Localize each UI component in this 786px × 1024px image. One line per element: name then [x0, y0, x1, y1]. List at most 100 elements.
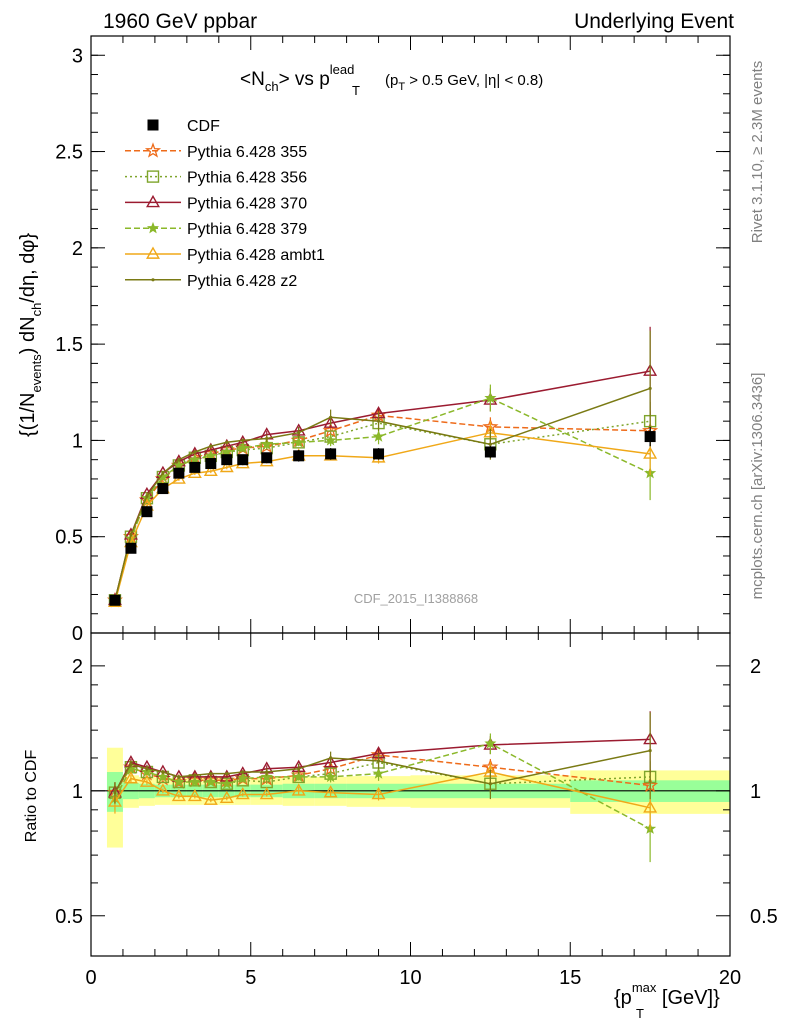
main-y-tick-label: 1: [72, 430, 83, 452]
main-panel: 0 0.5 1 1.5 2 2.5 3 <Nch> vs plead T(pT > 0.5 G…: [17, 35, 731, 645]
legend-label: Pythia 6.428 379: [187, 221, 307, 238]
legend-item: Pythia 6.428 z2: [125, 273, 297, 290]
series-line: [114, 397, 651, 603]
mcplots-label: mcplots.cern.ch [arXiv:1306.3436]: [749, 373, 766, 600]
main-marks: [106, 326, 659, 608]
data-point: [325, 448, 337, 460]
legend-item: Pythia 6.428 ambt1: [125, 246, 325, 264]
x-tick-label: 10: [399, 967, 421, 989]
ratio-point: [241, 770, 245, 774]
main-y-tick-label: 0: [72, 623, 83, 645]
series-cdf: [109, 426, 656, 606]
ratio-point: [225, 772, 229, 776]
ratio-point: [139, 774, 154, 787]
legend-marker: [146, 221, 160, 234]
legend-item: Pythia 6.428 379: [125, 221, 307, 238]
data-point: [237, 454, 249, 466]
ratio-y-label: Ratio to CDF: [23, 750, 40, 843]
ratio-point: [324, 770, 337, 783]
ratio-y-tick-label-right: 0.5: [750, 906, 778, 928]
ratio-y-tick-label-right: 1: [750, 781, 761, 803]
data-point: [129, 533, 133, 537]
data-point: [484, 446, 496, 458]
main-y-tick-label: 0.5: [55, 527, 83, 549]
data-point: [157, 483, 169, 495]
data-point: [161, 471, 165, 475]
legend-marker: [146, 246, 160, 259]
ratio-point: [297, 767, 301, 771]
legend-item: Pythia 6.428 356: [125, 170, 307, 187]
data-point: [329, 415, 333, 419]
ratio-point: [187, 788, 202, 802]
data-point: [219, 459, 234, 473]
data-point: [644, 431, 656, 443]
main-y-tick-label: 2.5: [55, 142, 83, 164]
ratio-y-tick-label: 0.5: [55, 906, 83, 928]
chart-title: <Nch> vs plead T(pT > 0.5 GeV, |η| < 0.8): [240, 62, 543, 98]
ratio-point: [203, 792, 218, 805]
data-point: [145, 494, 149, 498]
ratio-frame: [90, 632, 731, 957]
legend-marker: [146, 170, 160, 183]
ratio-panel: 0.5 0.51 12 20 5 10 15 20 Ratio to CDF {pmax [G…: [23, 632, 778, 1021]
main-y-tick-label: 3: [72, 45, 83, 67]
data-point: [125, 542, 137, 554]
data-point: [177, 458, 181, 462]
ratio-point: [235, 786, 250, 800]
ratio-tick-labels: 0.5 0.51 12 20 5 10 15 20: [55, 656, 778, 989]
ratio-point: [488, 782, 492, 786]
ratio-point: [140, 765, 153, 778]
data-point: [373, 448, 385, 460]
ratio-point: [113, 791, 117, 795]
header-right: Underlying Event: [574, 10, 734, 33]
data-point: [372, 430, 385, 442]
ratio-point: [376, 759, 381, 763]
data-point: [172, 459, 185, 471]
ratio-marks: [106, 711, 659, 863]
data-point: [488, 442, 492, 446]
header-left: 1960 GeV ppbar: [103, 10, 257, 33]
ratio-point: [371, 786, 386, 800]
ratio-point: [204, 775, 217, 788]
data-point: [189, 461, 201, 473]
ratio-point: [329, 756, 333, 760]
data-point: [265, 436, 269, 441]
legend-label: Pythia 6.428 z2: [187, 273, 297, 290]
ratio-point: [219, 790, 234, 804]
ratio-point: [220, 777, 233, 789]
ratio-point: [156, 770, 169, 783]
data-point: [648, 386, 652, 391]
ratio-point: [129, 762, 133, 766]
data-point: [203, 463, 218, 477]
data-point: [241, 438, 245, 443]
main-y-label: {(1/Nevents) dNch/dη, dφ}: [17, 233, 44, 437]
data-point: [141, 506, 153, 518]
data-point: [643, 446, 658, 459]
ratio-point: [172, 775, 185, 788]
ratio-point: [643, 800, 658, 813]
data-point: [204, 449, 217, 461]
data-point: [260, 437, 273, 450]
legend-label: Pythia 6.428 356: [187, 170, 307, 187]
data-point: [209, 444, 213, 448]
legend-marker: [147, 119, 159, 131]
data-point: [156, 470, 169, 483]
legend-label: Pythia 6.428 370: [187, 195, 307, 212]
data-point: [225, 440, 229, 444]
data-point: [205, 458, 217, 470]
legend-item: Pythia 6.428 370: [125, 194, 307, 212]
ratio-point: [124, 762, 137, 774]
main-y-tick-label: 2: [72, 238, 83, 260]
ratio-point: [291, 783, 306, 796]
data-point: [261, 452, 273, 464]
ratio-series-pythia-6-428-379: [108, 733, 657, 863]
x-tick-label: 0: [85, 967, 96, 989]
ratio-point: [484, 737, 497, 749]
data-point: [236, 441, 249, 454]
x-axis-label: {pmax [GeV]} T: [614, 980, 720, 1021]
analysis-id: CDF_2015_I1388868: [354, 591, 478, 606]
ratio-point: [265, 770, 269, 774]
data-point: [293, 450, 305, 462]
legend: CDF Pythia 6.428 355 Pythia 6.428 356 Pythi…: [125, 118, 325, 290]
